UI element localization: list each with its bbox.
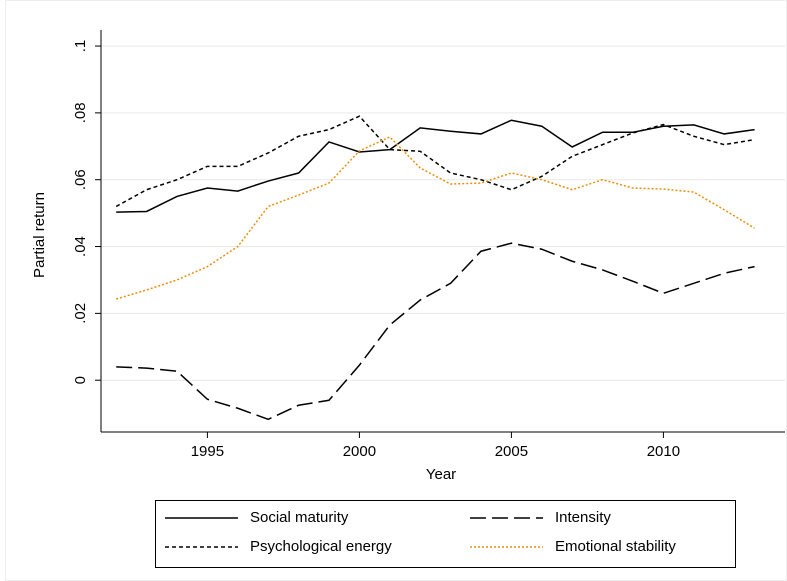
legend-label: Psychological energy [250,538,392,555]
legend-label: Social maturity [250,509,349,526]
series-line [116,242,755,421]
y-axis-title: Partial return [31,192,48,278]
y-tick-label: .1 [72,40,89,53]
x-tick-label: 2005 [495,443,528,460]
y-tick-label: 0 [72,376,89,384]
x-axis-title: Year [426,466,456,483]
legend-label: Emotional stability [555,538,676,555]
x-tick-label: 1995 [191,443,224,460]
series-line [115,115,755,208]
y-tick-label: .06 [72,169,89,190]
legend-label: Intensity [555,509,611,526]
series-line [115,136,755,300]
x-tick-label: 2000 [343,443,376,460]
y-tick-label: .08 [72,102,89,123]
x-tick-label: 2010 [647,443,680,460]
graph-region [5,0,787,581]
y-tick-label: .04 [72,236,89,257]
y-tick-label: .02 [72,303,89,324]
legend-box [155,500,736,568]
